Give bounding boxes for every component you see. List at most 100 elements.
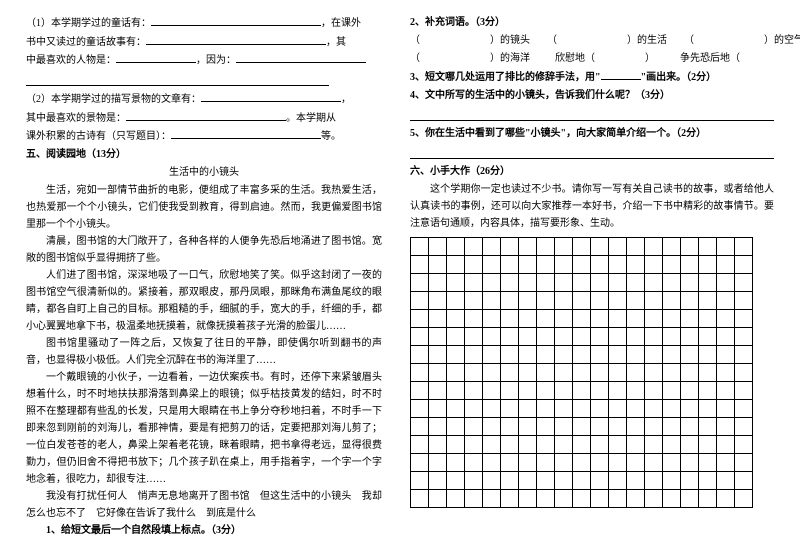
grid-cell bbox=[500, 489, 519, 508]
grid-cell bbox=[536, 237, 555, 256]
grid-cell bbox=[626, 327, 645, 346]
grid-cell bbox=[698, 489, 717, 508]
grid-cell bbox=[518, 381, 537, 400]
grid-cell bbox=[698, 417, 717, 436]
grid-row bbox=[410, 454, 774, 472]
grid-cell bbox=[662, 471, 681, 490]
grid-cell bbox=[716, 417, 735, 436]
left-column: （1）本学期学过的童话有：，在课外 书中又读过的童话故事有：，其 中最喜欢的人物… bbox=[26, 14, 400, 540]
grid-cell bbox=[644, 399, 663, 418]
grid-cell bbox=[554, 363, 573, 382]
grid-cell bbox=[626, 273, 645, 292]
grid-cell bbox=[572, 489, 591, 508]
grid-cell bbox=[644, 309, 663, 328]
q2-line1: （2）本学期学过的描写景物的文章有：， bbox=[26, 90, 382, 109]
grid-cell bbox=[446, 273, 465, 292]
grid-cell bbox=[698, 453, 717, 472]
paragraph-3: 人们进了图书馆，深深地吸了一口气，欣慰地笑了笑。似乎这封闭了一夜的图书馆空气很清… bbox=[26, 267, 382, 335]
grid-cell bbox=[428, 291, 447, 310]
grid-cell bbox=[734, 237, 753, 256]
grid-cell bbox=[572, 309, 591, 328]
grid-cell bbox=[554, 381, 573, 400]
grid-cell bbox=[572, 327, 591, 346]
grid-cell bbox=[608, 345, 627, 364]
grid-row bbox=[410, 418, 774, 436]
grid-cell bbox=[716, 489, 735, 508]
text: ）的镜头 bbox=[490, 35, 530, 46]
grid-cell bbox=[446, 363, 465, 382]
grid-cell bbox=[572, 399, 591, 418]
grid-cell bbox=[500, 255, 519, 274]
grid-cell bbox=[662, 291, 681, 310]
grid-cell bbox=[698, 327, 717, 346]
grid-cell bbox=[536, 381, 555, 400]
grid-row bbox=[410, 310, 774, 328]
grid-cell bbox=[572, 453, 591, 472]
passage-title: 生活中的小镜头 bbox=[26, 164, 382, 182]
question-4: 4、文中所写的生活中的小镜头，告诉我们什么呢？（3分） bbox=[410, 87, 774, 105]
grid-cell bbox=[482, 471, 501, 490]
grid-cell bbox=[626, 381, 645, 400]
blank-line bbox=[26, 72, 329, 86]
blank bbox=[116, 51, 196, 63]
grid-cell bbox=[644, 291, 663, 310]
grid-cell bbox=[482, 255, 501, 274]
grid-cell bbox=[662, 489, 681, 508]
grid-cell bbox=[428, 489, 447, 508]
fill-row-1: （）的镜头 （）的生活 （）的空气 bbox=[410, 32, 774, 50]
grid-row bbox=[410, 472, 774, 490]
grid-cell bbox=[572, 363, 591, 382]
grid-cell bbox=[608, 291, 627, 310]
grid-cell bbox=[554, 399, 573, 418]
text: 3、短文哪几处运用了排比的修辞手法，用" bbox=[410, 72, 601, 83]
text: ，在课外 bbox=[321, 18, 361, 29]
grid-cell bbox=[734, 399, 753, 418]
grid-cell bbox=[518, 345, 537, 364]
grid-cell bbox=[680, 327, 699, 346]
grid-cell bbox=[590, 237, 609, 256]
grid-cell bbox=[410, 255, 429, 274]
grid-cell bbox=[518, 471, 537, 490]
grid-cell bbox=[680, 291, 699, 310]
grid-row bbox=[410, 292, 774, 310]
text: ，因为： bbox=[196, 55, 236, 66]
grid-cell bbox=[644, 273, 663, 292]
grid-cell bbox=[410, 435, 429, 454]
grid-cell bbox=[482, 327, 501, 346]
grid-cell bbox=[464, 399, 483, 418]
grid-cell bbox=[554, 489, 573, 508]
grid-cell bbox=[446, 417, 465, 436]
grid-cell bbox=[446, 309, 465, 328]
grid-cell bbox=[536, 255, 555, 274]
text: ）的生活 bbox=[627, 35, 667, 46]
grid-cell bbox=[644, 435, 663, 454]
grid-cell bbox=[716, 255, 735, 274]
grid-cell bbox=[608, 255, 627, 274]
grid-cell bbox=[680, 309, 699, 328]
grid-cell bbox=[464, 381, 483, 400]
grid-cell bbox=[698, 291, 717, 310]
grid-cell bbox=[716, 381, 735, 400]
grid-cell bbox=[698, 435, 717, 454]
grid-cell bbox=[536, 327, 555, 346]
text: 争先恐后地（ bbox=[680, 53, 740, 64]
grid-cell bbox=[680, 363, 699, 382]
grid-cell bbox=[554, 255, 573, 274]
grid-cell bbox=[410, 417, 429, 436]
grid-row bbox=[410, 238, 774, 256]
grid-cell bbox=[680, 489, 699, 508]
grid-cell bbox=[446, 489, 465, 508]
fill-row-2: （）的海洋 欣慰地（） 争先恐后地（ bbox=[410, 50, 774, 68]
grid-cell bbox=[464, 417, 483, 436]
text: ）的海洋 bbox=[490, 53, 530, 64]
grid-cell bbox=[590, 399, 609, 418]
grid-cell bbox=[680, 471, 699, 490]
q2-line3: 课外积累的古诗有（只写题目）：等。 bbox=[26, 127, 382, 146]
blank bbox=[146, 33, 326, 45]
grid-cell bbox=[716, 399, 735, 418]
grid-cell bbox=[698, 273, 717, 292]
grid-cell bbox=[554, 237, 573, 256]
grid-cell bbox=[626, 309, 645, 328]
grid-cell bbox=[572, 273, 591, 292]
grid-cell bbox=[608, 273, 627, 292]
